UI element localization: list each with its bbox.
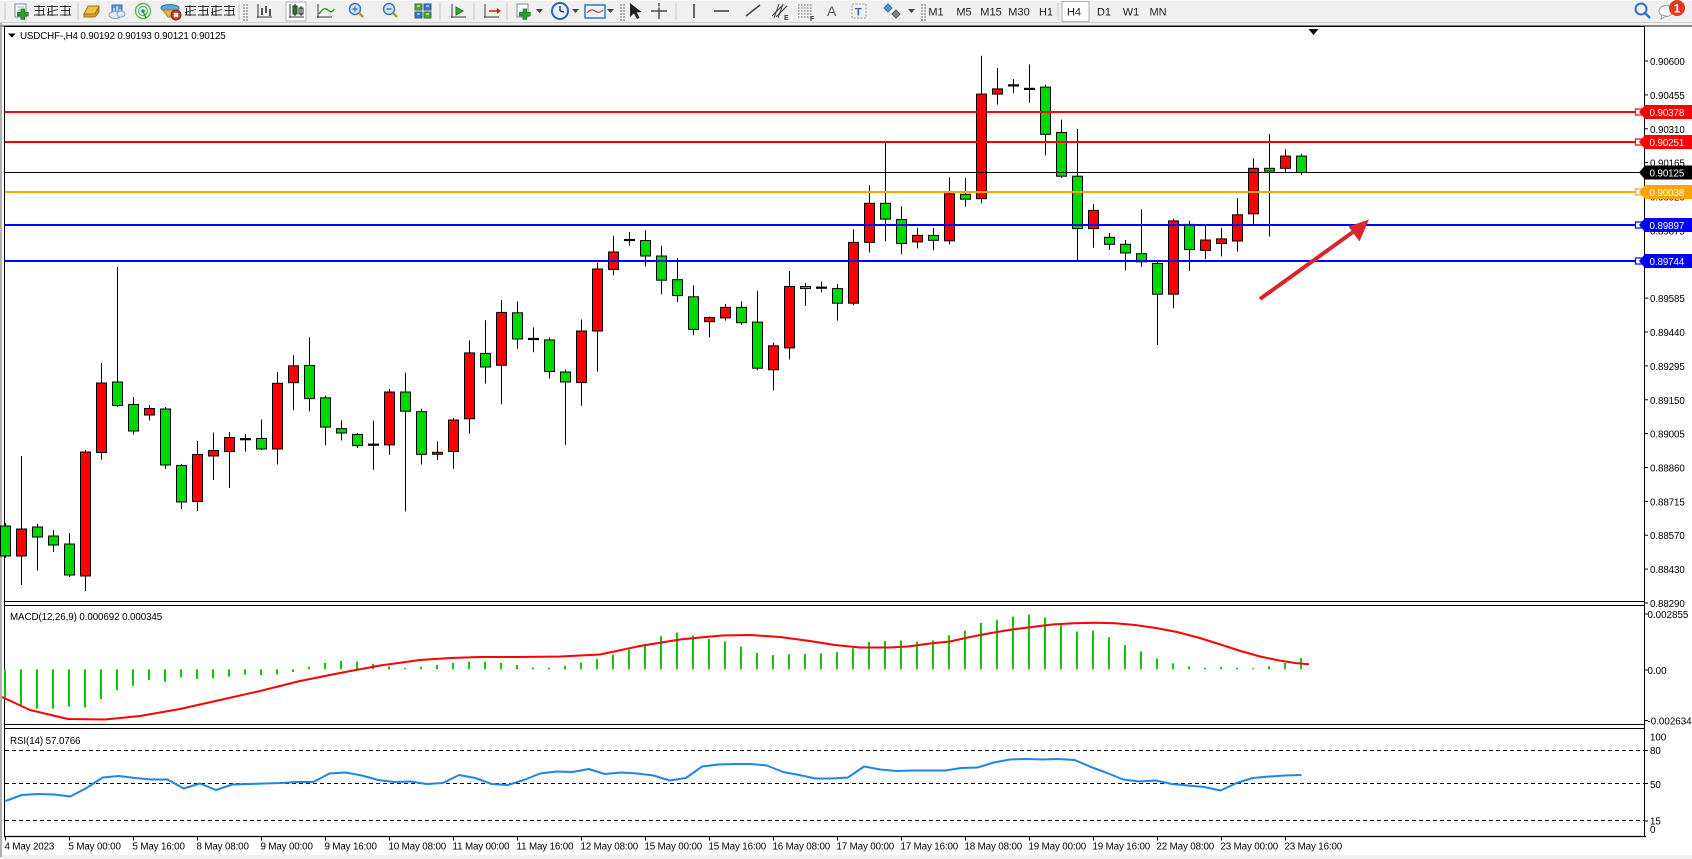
svg-text:M1: M1 xyxy=(928,7,943,19)
svg-text:H1: H1 xyxy=(1039,7,1053,19)
svg-text:10 May 08:00: 10 May 08:00 xyxy=(389,842,447,853)
svg-text:MN: MN xyxy=(1149,7,1166,19)
svg-text:0.89440: 0.89440 xyxy=(1650,328,1685,339)
svg-text:0.89585: 0.89585 xyxy=(1650,294,1685,305)
svg-text:M30: M30 xyxy=(1008,7,1029,19)
svg-text:100: 100 xyxy=(1650,733,1667,744)
svg-text:5 May 16:00: 5 May 16:00 xyxy=(133,842,186,853)
svg-text:0.89897: 0.89897 xyxy=(1650,221,1685,232)
svg-text:11 May 16:00: 11 May 16:00 xyxy=(517,842,575,853)
svg-text:8 May 08:00: 8 May 08:00 xyxy=(197,842,250,853)
svg-text:0.89150: 0.89150 xyxy=(1650,396,1685,407)
svg-text:0.89005: 0.89005 xyxy=(1650,430,1685,441)
svg-text:W1: W1 xyxy=(1123,7,1140,19)
svg-text:15 May 16:00: 15 May 16:00 xyxy=(709,842,767,853)
svg-text:11 May 00:00: 11 May 00:00 xyxy=(453,842,511,853)
svg-text:M5: M5 xyxy=(956,7,971,19)
svg-text:E: E xyxy=(784,15,789,22)
svg-text:A: A xyxy=(827,3,837,19)
svg-text:H4: H4 xyxy=(1067,7,1081,19)
svg-text:0.90310: 0.90310 xyxy=(1650,125,1685,136)
svg-text:0.90251: 0.90251 xyxy=(1650,138,1685,149)
svg-text:0.90165: 0.90165 xyxy=(1650,159,1685,170)
svg-text:0.89295: 0.89295 xyxy=(1650,362,1685,373)
svg-text:17 May 16:00: 17 May 16:00 xyxy=(901,842,959,853)
svg-text:0.88570: 0.88570 xyxy=(1650,531,1685,542)
svg-text:0.90455: 0.90455 xyxy=(1650,91,1685,102)
svg-text:0.90378: 0.90378 xyxy=(1650,108,1685,119)
svg-text:23 May 00:00: 23 May 00:00 xyxy=(1221,842,1279,853)
svg-text:0.90038: 0.90038 xyxy=(1650,188,1685,199)
svg-text:F: F xyxy=(810,16,815,23)
svg-text:9 May 00:00: 9 May 00:00 xyxy=(261,842,314,853)
svg-text:0.90125: 0.90125 xyxy=(1650,169,1685,180)
svg-text:1: 1 xyxy=(1674,2,1681,16)
svg-text:0.00: 0.00 xyxy=(1648,666,1668,677)
svg-text:16 May 08:00: 16 May 08:00 xyxy=(773,842,831,853)
svg-text:D1: D1 xyxy=(1097,7,1111,19)
svg-text:5 May 00:00: 5 May 00:00 xyxy=(69,842,122,853)
svg-text:15 May 00:00: 15 May 00:00 xyxy=(645,842,703,853)
svg-text:17 May 00:00: 17 May 00:00 xyxy=(837,842,895,853)
svg-text:0.89744: 0.89744 xyxy=(1650,257,1685,268)
svg-text:4 May 2023: 4 May 2023 xyxy=(5,842,55,853)
svg-text:23 May 16:00: 23 May 16:00 xyxy=(1285,842,1343,853)
svg-text:9 May 16:00: 9 May 16:00 xyxy=(325,842,378,853)
svg-text:22 May 08:00: 22 May 08:00 xyxy=(1157,842,1215,853)
svg-text:0.88290: 0.88290 xyxy=(1650,599,1685,610)
svg-text:12 May 08:00: 12 May 08:00 xyxy=(581,842,639,853)
svg-text:0.88430: 0.88430 xyxy=(1650,565,1685,576)
svg-text:MACD(12,26,9) 0.000692 0.00034: MACD(12,26,9) 0.000692 0.000345 xyxy=(10,612,163,623)
svg-text:18 May 08:00: 18 May 08:00 xyxy=(965,842,1023,853)
svg-text:0.88715: 0.88715 xyxy=(1650,497,1685,508)
svg-text:T: T xyxy=(855,7,862,19)
svg-text:19 May 16:00: 19 May 16:00 xyxy=(1093,842,1151,853)
svg-text:0.002855: 0.002855 xyxy=(1648,610,1689,621)
svg-text:0.90600: 0.90600 xyxy=(1650,57,1685,68)
svg-text:0.88860: 0.88860 xyxy=(1650,464,1685,475)
svg-text:19 May 00:00: 19 May 00:00 xyxy=(1029,842,1087,853)
svg-text:50: 50 xyxy=(1650,780,1661,791)
svg-text:-0.002634: -0.002634 xyxy=(1648,716,1692,727)
svg-text:15: 15 xyxy=(1650,817,1661,828)
svg-text:USDCHF-,H4 0.90192 0.90193 0.: USDCHF-,H4 0.90192 0.90193 0.90121 0.901… xyxy=(20,31,226,42)
svg-text:80: 80 xyxy=(1650,746,1661,757)
svg-text:M15: M15 xyxy=(980,7,1001,19)
svg-text:0: 0 xyxy=(1650,825,1656,836)
svg-text:RSI(14) 57.0766: RSI(14) 57.0766 xyxy=(10,736,81,747)
